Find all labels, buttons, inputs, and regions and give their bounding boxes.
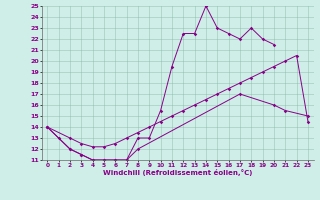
X-axis label: Windchill (Refroidissement éolien,°C): Windchill (Refroidissement éolien,°C)	[103, 169, 252, 176]
